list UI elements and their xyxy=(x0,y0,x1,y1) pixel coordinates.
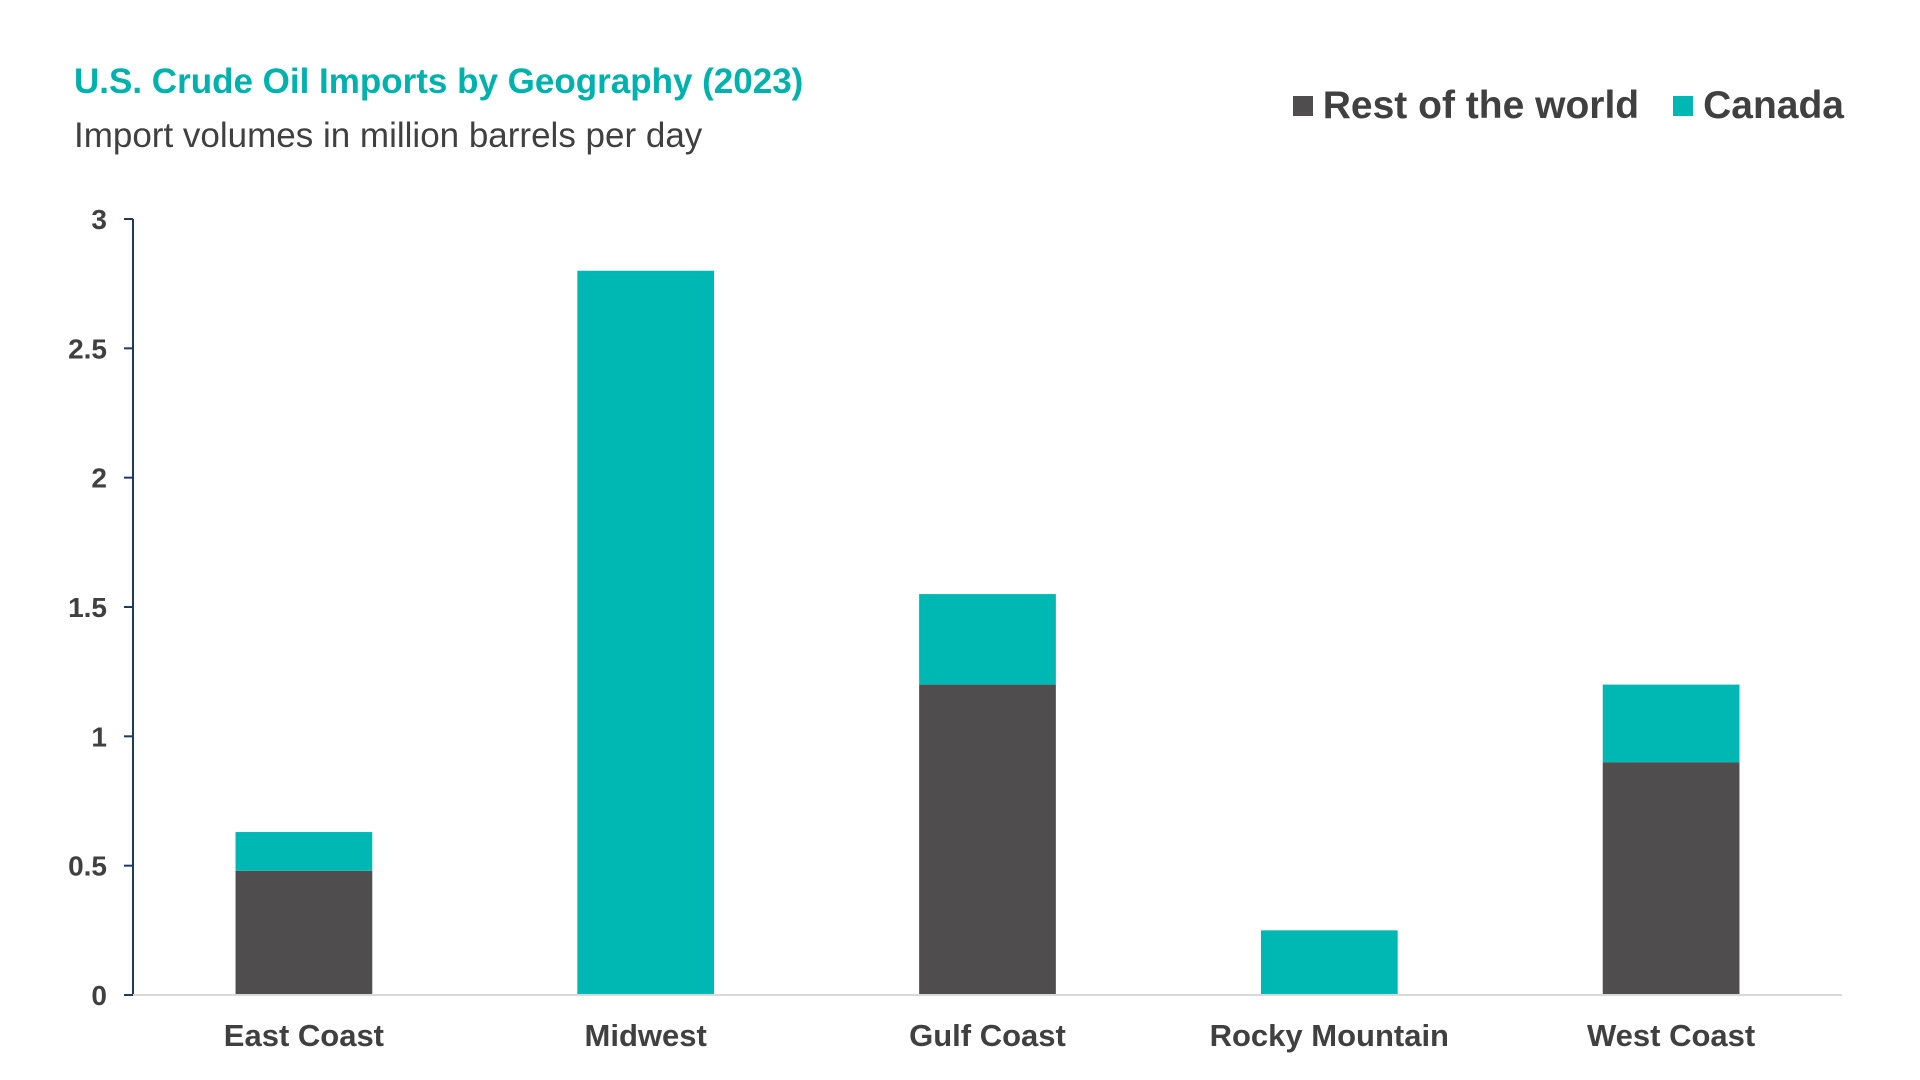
y-tick-label: 0.5 xyxy=(68,851,107,882)
bar-canada-gulf-coast xyxy=(919,594,1056,685)
bar-rest-of-world-west-coast xyxy=(1602,762,1740,995)
bar-canada-west-coast xyxy=(1602,684,1740,763)
legend-swatch-rest-of-world xyxy=(1292,96,1313,116)
x-category-label: Rocky Mountain xyxy=(1210,1018,1449,1053)
y-tick-label: 2.5 xyxy=(68,333,107,364)
legend-swatch-canada xyxy=(1673,96,1694,116)
bar-canada-rocky-mountain xyxy=(1260,930,1398,995)
bar-rest-of-world-east-coast xyxy=(235,870,373,995)
bars-group xyxy=(235,270,1740,995)
legend-label-canada: Canada xyxy=(1703,84,1844,127)
legend: Rest of the world Canada xyxy=(1292,84,1844,128)
bar-rest-of-world-gulf-coast xyxy=(919,684,1056,995)
y-tick-label: 0 xyxy=(91,980,107,1011)
y-tick-label: 1 xyxy=(91,721,107,752)
legend-item-rest-of-world: Rest of the world xyxy=(1292,84,1640,128)
bar-canada-midwest xyxy=(577,270,715,995)
x-category-label: Gulf Coast xyxy=(909,1018,1066,1053)
x-category-label: West Coast xyxy=(1587,1018,1755,1053)
legend-label-rest-of-world: Rest of the world xyxy=(1322,84,1640,127)
legend-item-canada: Canada xyxy=(1673,84,1844,128)
bar-canada-east-coast xyxy=(235,832,373,871)
y-tick-label: 3 xyxy=(91,204,107,235)
y-ticks-group: 0 0.5 1 1.5 2 2.5 3 xyxy=(68,204,133,1011)
y-tick-label: 1.5 xyxy=(68,592,107,623)
x-labels-group: East Coast Midwest Gulf Coast Rocky Mountai… xyxy=(224,1018,1755,1053)
chart-subtitle: Import volumes in million barrels per da… xyxy=(74,116,703,155)
x-category-label: East Coast xyxy=(224,1018,384,1053)
x-category-label: Midwest xyxy=(585,1018,707,1053)
y-tick-label: 2 xyxy=(91,463,107,494)
chart-title: U.S. Crude Oil Imports by Geography (202… xyxy=(74,62,804,101)
